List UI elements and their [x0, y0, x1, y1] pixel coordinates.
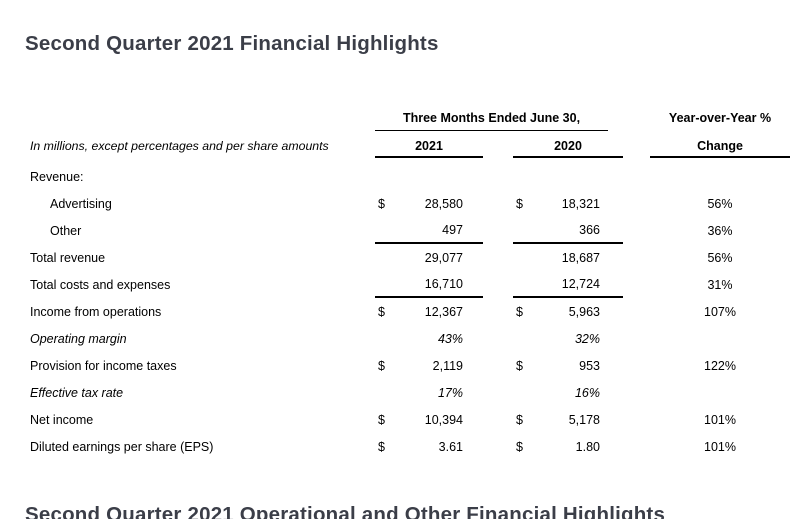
row-label: Revenue:: [30, 169, 84, 184]
value-2021: 16,710: [424, 276, 463, 291]
table-row: Income from operations $ 12,367 $ 5,963 …: [0, 298, 800, 325]
value-2021-cell: $ 28,580: [375, 190, 483, 217]
value-2021-cell: 16,710: [375, 271, 483, 298]
value-2021: 12,367: [424, 304, 463, 319]
row-label: Net income: [30, 412, 94, 427]
dollar-sign: $: [516, 358, 523, 373]
value-2020: 5,963: [568, 304, 600, 319]
row-label: Diluted earnings per share (EPS): [30, 439, 214, 454]
value-2021: 29,077: [424, 250, 463, 265]
value-2021-cell: 17%: [375, 379, 483, 406]
row-label: Effective tax rate: [30, 385, 124, 400]
yoy-change-value: 56%: [707, 250, 733, 265]
value-2021: 3.61: [438, 439, 463, 454]
yoy-change-value: 36%: [707, 223, 733, 238]
value-2020: 5,178: [568, 412, 600, 427]
col-header-2020: 2020: [513, 139, 623, 158]
table-row: Provision for income taxes $ 2,119 $ 953…: [0, 352, 800, 379]
yoy-change-value: [650, 325, 790, 352]
next-section-title: Second Quarter 2021 Operational and Othe…: [25, 503, 666, 519]
dollar-sign: $: [378, 439, 385, 454]
value-2020-cell: [513, 163, 623, 190]
value-2021: 17%: [437, 385, 463, 400]
yoy-change-value: 56%: [707, 196, 733, 211]
table-row: Total costs and expenses 16,710 12,724 3…: [0, 271, 800, 298]
table-row: Effective tax rate 17% 16%: [0, 379, 800, 406]
dollar-sign: $: [378, 304, 385, 319]
table-row: Total revenue 29,077 18,687 56%: [0, 244, 800, 271]
value-2020: 953: [579, 358, 600, 373]
row-label: Provision for income taxes: [30, 358, 177, 373]
yoy-percent-header: Year-over-Year %: [668, 111, 772, 125]
value-2020-cell: 366: [513, 217, 623, 244]
dollar-sign: $: [516, 304, 523, 319]
value-2021: 10,394: [424, 412, 463, 427]
table-row: Other 497 366 36%: [0, 217, 800, 244]
value-2020-cell: 16%: [513, 379, 623, 406]
period-group-header: Three Months Ended June 30,: [375, 111, 608, 131]
table-row: Advertising $ 28,580 $ 18,321 56%: [0, 190, 800, 217]
table-row: Diluted earnings per share (EPS) $ 3.61 …: [0, 433, 800, 460]
value-2021-cell: 43%: [375, 325, 483, 352]
row-label: Income from operations: [30, 304, 162, 319]
yoy-change-value: 122%: [704, 358, 736, 373]
row-label: Total costs and expenses: [30, 277, 171, 292]
table-row: Revenue:: [0, 163, 800, 190]
value-2021-cell: $ 12,367: [375, 298, 483, 325]
value-2021-cell: $ 3.61: [375, 433, 483, 460]
dollar-sign: $: [378, 196, 385, 211]
yoy-change-value: [650, 163, 790, 190]
value-2020: 18,321: [561, 196, 600, 211]
value-2020: 1.80: [575, 439, 600, 454]
table-row: Operating margin 43% 32%: [0, 325, 800, 352]
page-title: Second Quarter 2021 Financial Highlights: [25, 32, 439, 55]
yoy-change-value: 107%: [704, 304, 736, 319]
row-label: Operating margin: [30, 331, 127, 346]
yoy-change-value: [650, 379, 790, 406]
units-note: In millions, except percentages and per …: [30, 139, 329, 153]
value-2020-cell: $ 18,321: [513, 190, 623, 217]
value-2020-cell: 12,724: [513, 271, 623, 298]
value-2020: 32%: [574, 331, 600, 346]
dollar-sign: $: [516, 196, 523, 211]
row-label: Advertising: [50, 196, 112, 211]
row-label: Other: [50, 223, 82, 238]
dollar-sign: $: [516, 439, 523, 454]
value-2020-cell: 32%: [513, 325, 623, 352]
row-label: Total revenue: [30, 250, 106, 265]
value-2021-cell: $ 10,394: [375, 406, 483, 433]
yoy-change-value: 31%: [707, 277, 733, 292]
yoy-change-value: 101%: [704, 439, 736, 454]
value-2020: 12,724: [561, 276, 600, 291]
table-rows: Revenue: Advertising $ 28,580 $ 18,321 5…: [0, 163, 800, 460]
table-row: Net income $ 10,394 $ 5,178 101%: [0, 406, 800, 433]
value-2021-cell: $ 2,119: [375, 352, 483, 379]
value-2020-cell: $ 953: [513, 352, 623, 379]
value-2021: 2,119: [432, 358, 463, 373]
value-2020: 16%: [574, 385, 600, 400]
dollar-sign: $: [378, 358, 385, 373]
value-2020-cell: 18,687: [513, 244, 623, 271]
value-2020-cell: $ 1.80: [513, 433, 623, 460]
value-2020: 366: [579, 222, 600, 237]
value-2020: 18,687: [561, 250, 600, 265]
dollar-sign: $: [516, 412, 523, 427]
value-2021: 43%: [437, 331, 463, 346]
value-2021-cell: 497: [375, 217, 483, 244]
value-2020-cell: $ 5,963: [513, 298, 623, 325]
col-header-2021: 2021: [375, 139, 483, 158]
value-2021-cell: 29,077: [375, 244, 483, 271]
col-header-change: Change: [650, 139, 790, 158]
yoy-change-value: 101%: [704, 412, 736, 427]
value-2021-cell: [375, 163, 483, 190]
value-2020-cell: $ 5,178: [513, 406, 623, 433]
value-2021: 497: [442, 222, 463, 237]
value-2021: 28,580: [424, 196, 463, 211]
dollar-sign: $: [378, 412, 385, 427]
